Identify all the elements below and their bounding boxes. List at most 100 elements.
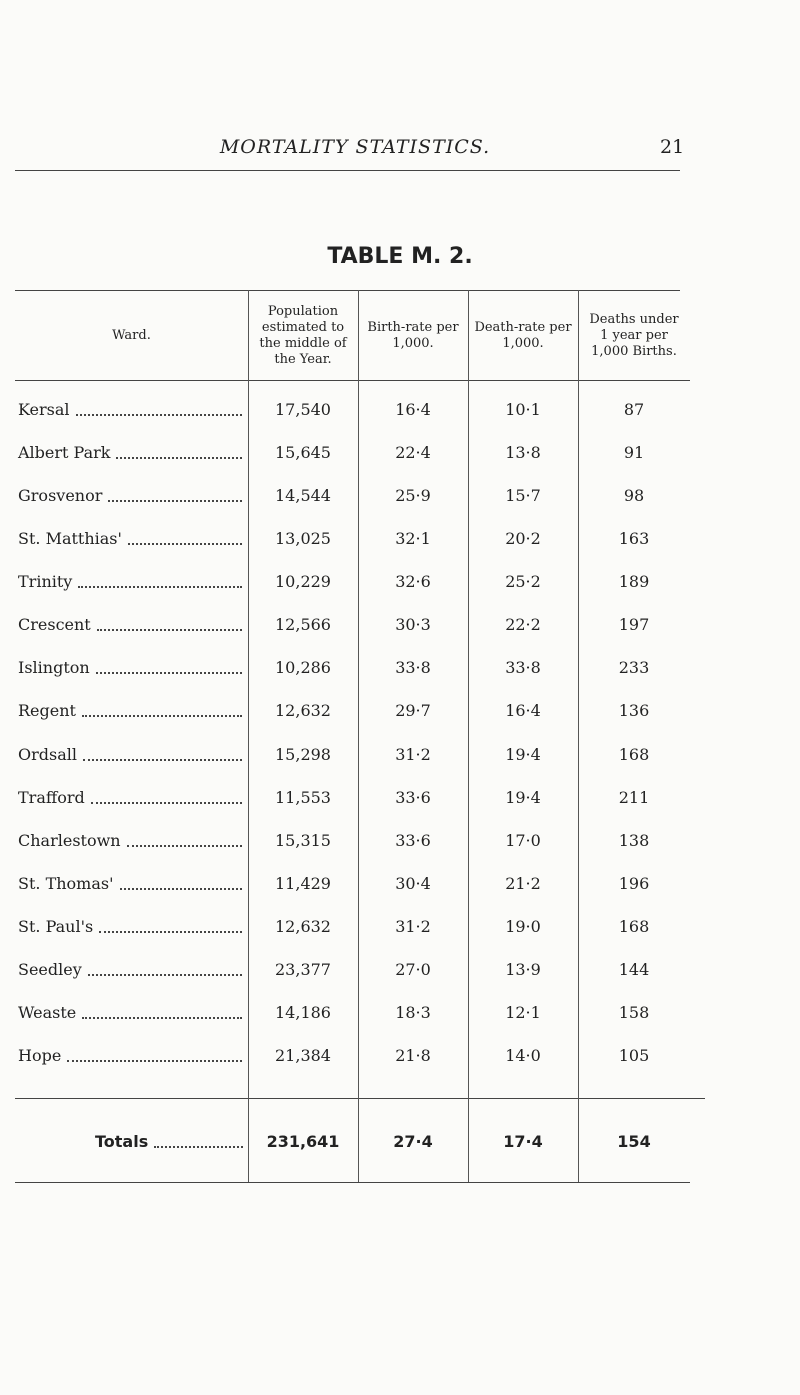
- table-cell: 14·0: [505, 1046, 541, 1066]
- table-cell: 16·4: [395, 400, 431, 419]
- table-cell: 33·6: [395, 787, 431, 807]
- header-rule: [15, 170, 680, 171]
- table-cell: 22·2: [505, 615, 541, 635]
- ward-cell: Trafford: [18, 786, 246, 810]
- table-cell: 189: [618, 572, 650, 592]
- dot-leader: [82, 1001, 242, 1019]
- ward-cell: Seedley: [18, 958, 246, 982]
- ward-cell: Ordsall: [18, 743, 246, 767]
- ward-cell: Grosvenor: [18, 484, 246, 508]
- ward-name: St. Matthias': [18, 529, 122, 549]
- table-cell: 25·9: [395, 486, 431, 506]
- totals-rule: [15, 1098, 705, 1099]
- ward-name: St. Paul's: [18, 916, 94, 936]
- table-cell: 144: [618, 959, 650, 979]
- table-cell: 15·7: [505, 486, 541, 506]
- ward-name: Trafford: [18, 787, 85, 807]
- ward-cell: St. Matthias': [18, 527, 246, 551]
- column-rule: [358, 290, 359, 1182]
- column-header: Population estimated to the middle of th…: [259, 304, 347, 367]
- table-cell: 19·4: [505, 744, 541, 764]
- table-cell: 13·9: [505, 959, 541, 979]
- column-header: Deaths under 1 year per 1,000 Births.: [589, 312, 679, 359]
- ward-cell: Hope: [18, 1044, 246, 1068]
- table-cell: 211: [618, 787, 650, 807]
- table-cell: 29·7: [395, 701, 431, 721]
- table-cell: 12,632: [275, 701, 331, 721]
- ward-name: Islington: [18, 658, 90, 678]
- table-cell: 12·1: [505, 1002, 541, 1022]
- table-title: TABLE M. 2.: [327, 244, 473, 269]
- ward-name: Charlestown: [18, 830, 121, 850]
- table-cell: 163: [618, 529, 650, 549]
- ward-cell: Crescent: [18, 613, 246, 637]
- column-rule: [578, 290, 579, 1182]
- table-cell: 13,025: [275, 529, 331, 549]
- totals-label: Totals: [95, 1132, 149, 1151]
- dot-leader: [99, 915, 242, 933]
- ward-name: St. Thomas': [18, 873, 114, 893]
- table-cell: 21·2: [505, 873, 541, 893]
- table-cell: 30·3: [395, 615, 431, 635]
- table-cell: 33·8: [505, 658, 541, 678]
- table-cell: 20·2: [505, 529, 541, 549]
- table-cell: 10,229: [275, 572, 331, 592]
- table-cell: 136: [618, 701, 650, 721]
- ward-name: Crescent: [18, 615, 91, 635]
- table-cell: 19·0: [505, 916, 541, 936]
- dot-leader: [126, 829, 242, 847]
- ward-name: Kersal: [18, 400, 70, 419]
- table-cell: 13·8: [505, 443, 541, 463]
- table-cell: 19·4: [505, 787, 541, 807]
- table-cell: 10·1: [505, 400, 541, 419]
- table-cell: 15,315: [275, 830, 331, 850]
- totals-cell: 17·4: [503, 1132, 543, 1151]
- table-cell: 11,553: [275, 787, 331, 807]
- dot-leader: [75, 398, 242, 416]
- dot-leader: [108, 484, 242, 503]
- dot-leader: [154, 1130, 243, 1148]
- table-cell: 11,429: [275, 873, 331, 893]
- table-cell: 105: [618, 1046, 650, 1066]
- table-cell: 233: [618, 658, 650, 678]
- column-rule: [468, 290, 469, 1182]
- ward-name: Albert Park: [18, 443, 111, 463]
- ward-name: Grosvenor: [18, 486, 103, 506]
- dot-leader: [96, 613, 242, 632]
- table-cell: 168: [618, 744, 650, 764]
- table-cell: 33·6: [395, 830, 431, 850]
- table-cell: 17·0: [505, 830, 541, 850]
- table-cell: 32·1: [395, 529, 431, 549]
- dot-leader: [78, 570, 242, 589]
- table-bottom-rule: [15, 1182, 690, 1183]
- table-cell: 91: [623, 443, 645, 463]
- table-cell: 33·8: [395, 658, 431, 678]
- column-rule: [248, 290, 249, 1182]
- table-cell: 98: [623, 486, 645, 506]
- table-cell: 168: [618, 916, 650, 936]
- table-cell: 15,298: [275, 744, 331, 764]
- table-cell: 32·6: [395, 572, 431, 592]
- column-header: Birth-rate per 1,000.: [367, 320, 459, 351]
- ward-cell: Trinity: [18, 570, 246, 594]
- table-cell: 30·4: [395, 873, 431, 893]
- dot-leader: [116, 441, 242, 460]
- table-cell: 196: [618, 873, 650, 893]
- ward-name: Trinity: [18, 572, 73, 592]
- ward-cell: Albert Park: [18, 441, 246, 465]
- table-cell: 10,286: [275, 658, 331, 678]
- ward-name: Regent: [18, 701, 76, 721]
- table-cell: 23,377: [275, 959, 331, 979]
- column-header: Ward.: [112, 328, 151, 343]
- ward-cell: Kersal: [18, 398, 246, 422]
- ward-name: Ordsall: [18, 744, 77, 764]
- dot-leader: [87, 958, 242, 976]
- table-cell: 158: [618, 1002, 650, 1022]
- dot-leader: [119, 872, 242, 890]
- dot-leader: [90, 786, 242, 804]
- ward-name: Weaste: [18, 1002, 77, 1022]
- header-bottom-rule: [15, 380, 690, 381]
- dot-leader: [67, 1044, 242, 1063]
- ward-name: Seedley: [18, 959, 82, 979]
